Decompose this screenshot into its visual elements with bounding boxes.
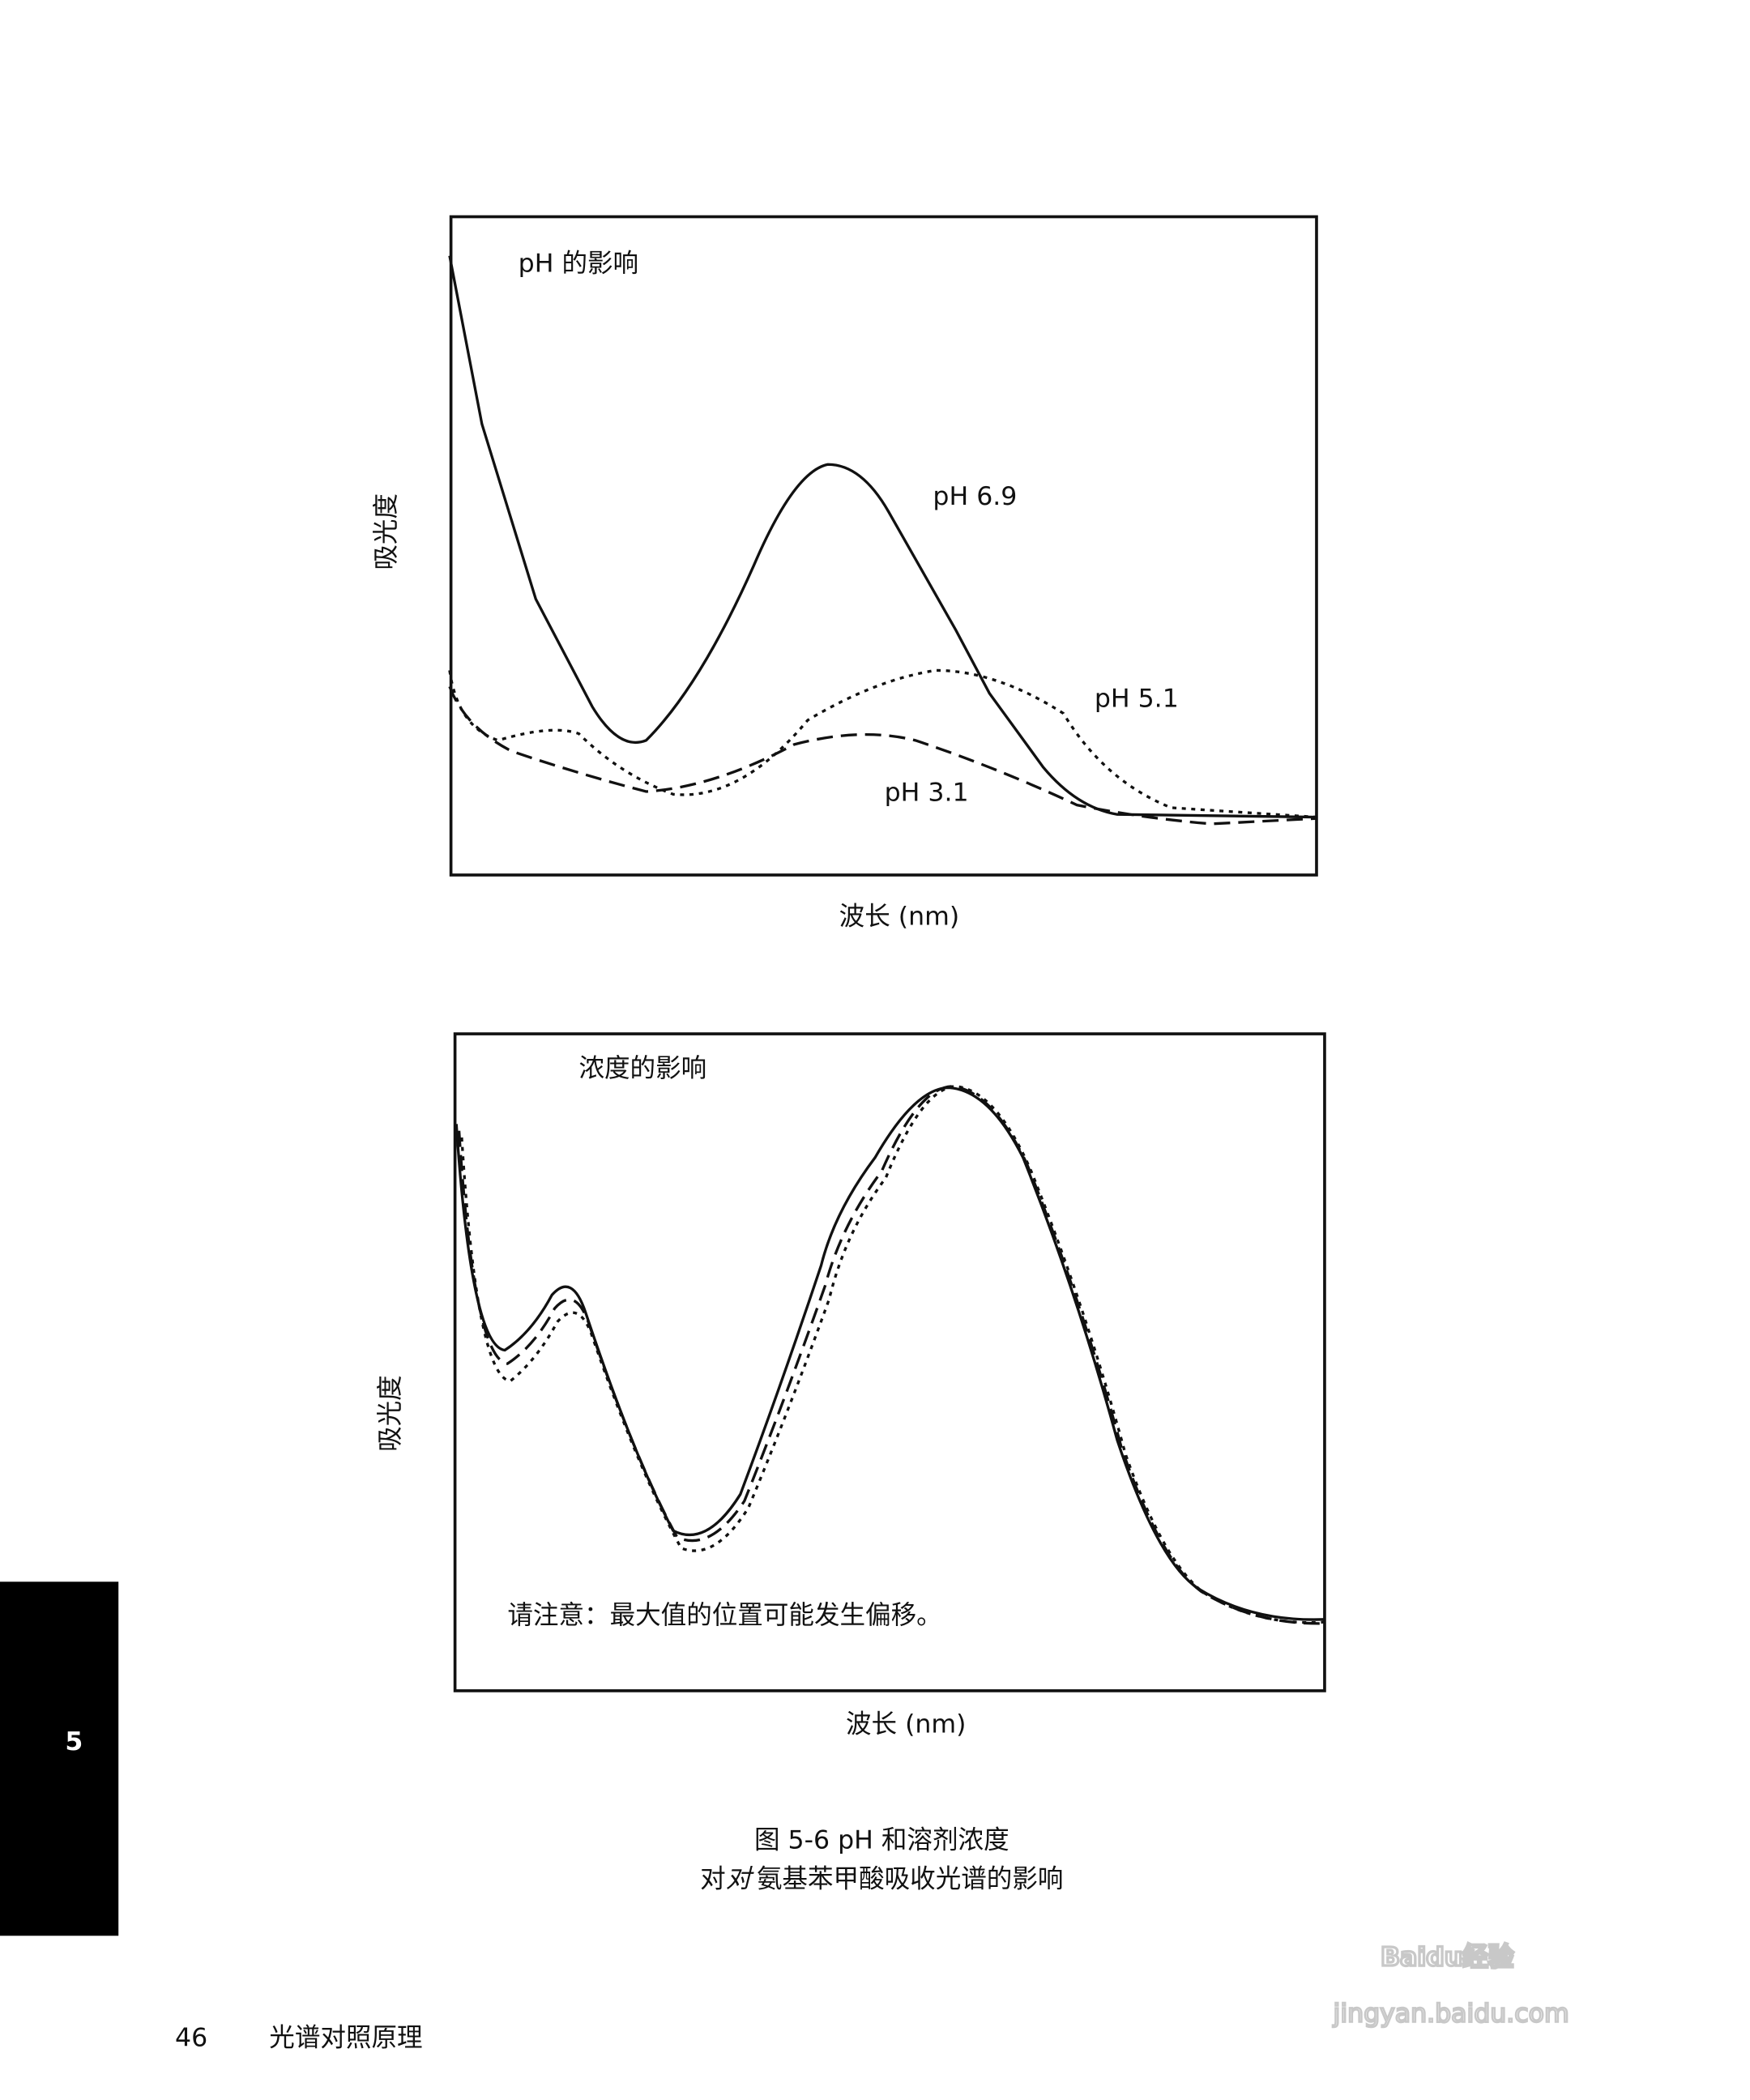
y-axis-label: 吸光度: [372, 493, 401, 570]
running-title: 光谱对照原理: [269, 2024, 422, 2053]
watermark: jingyan.baidu.com: [1333, 2000, 1569, 2029]
caption-text: 氨基苯甲酸吸收光谱的影响: [757, 1864, 1064, 1893]
plot-frame: [453, 1032, 1326, 1692]
y-axis-label: 吸光度: [376, 1375, 405, 1452]
curve-label: pH 5.1: [1095, 684, 1179, 713]
curve: [448, 255, 1317, 819]
caption-text: 对: [700, 1864, 726, 1893]
curve: [455, 1086, 1325, 1621]
curve: [448, 685, 1317, 826]
caption-line: 对对 氨基苯甲酸吸收光谱的影响: [700, 1864, 1063, 1893]
x-axis-label: 波长 (nm): [846, 1709, 966, 1739]
chapter-number: 5: [65, 1727, 83, 1756]
page-number: 46: [175, 2024, 207, 2053]
x-axis-label: 波长 (nm): [839, 902, 959, 931]
curve: [448, 668, 1317, 819]
caption-line: 图 5-6 pH 和溶剂浓度: [754, 1825, 1009, 1855]
curve-label: pH 3.1: [885, 779, 969, 808]
note: 请注意：最大值的位置可能发生偏移。: [507, 1601, 941, 1630]
watermark: Baidu经验: [1381, 1942, 1514, 1972]
curve: [457, 1085, 1325, 1625]
chapter-tab: [0, 1581, 119, 1936]
plot-frame: [449, 215, 1318, 877]
figure-title: pH 的影响: [519, 250, 638, 279]
figure-title: 浓度的影响: [578, 1054, 706, 1083]
curve: [460, 1085, 1325, 1624]
caption-text: 对: [726, 1864, 754, 1893]
curve-label: pH 6.9: [933, 482, 1017, 511]
